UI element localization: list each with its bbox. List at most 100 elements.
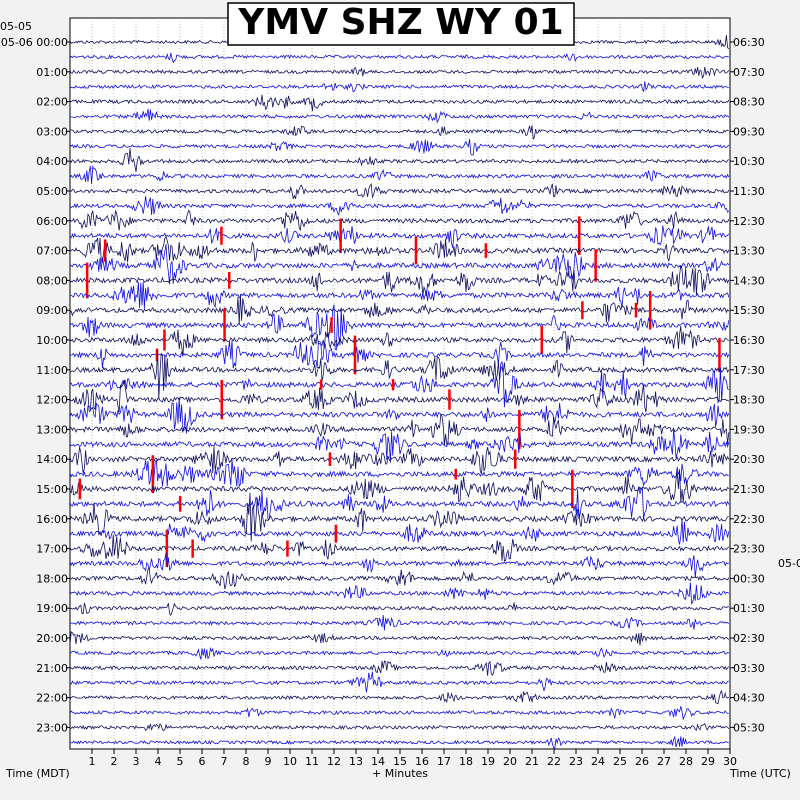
x-tick-label: 22 xyxy=(547,755,561,768)
seismogram-trace xyxy=(69,582,730,605)
clipped-signal xyxy=(151,455,155,493)
x-tick-label: 16 xyxy=(415,755,429,768)
clipped-signal xyxy=(353,335,357,375)
right-hour-label: 15:30 xyxy=(733,304,765,317)
clipped-signal xyxy=(339,218,342,253)
x-tick-label: 3 xyxy=(133,755,140,768)
seismogram-trace xyxy=(69,281,730,309)
right-hour-label: 14:30 xyxy=(733,274,765,287)
clipped-signal xyxy=(448,389,451,410)
seismogram-trace xyxy=(69,722,730,732)
clipped-signal xyxy=(191,539,194,558)
left-hour-label: 10:00 xyxy=(36,334,68,347)
clipped-signal xyxy=(594,249,597,282)
seismogram-trace xyxy=(69,138,730,156)
seismogram-trace xyxy=(69,706,729,721)
left-hour-label: 15:00 xyxy=(36,483,68,496)
clipped-signal xyxy=(718,337,721,372)
clipped-signal xyxy=(334,524,338,543)
seismogram-trace xyxy=(69,534,730,562)
left-hour-label: 14:00 xyxy=(36,453,68,466)
seismogram-trace xyxy=(69,735,729,750)
clipped-signal xyxy=(571,469,574,509)
left-hour-label: 04:00 xyxy=(36,155,68,168)
seismogram-trace xyxy=(69,614,730,631)
right-hour-labels: 06:30 07:30 08:30 09:30 10:30 11:30 12:30 13:30… xyxy=(730,36,765,734)
left-hour-labels: 05-06 00:00 01:00 02:00 03:00 04:00 05:00 06:0… xyxy=(1,36,70,734)
clipped-signal xyxy=(163,329,166,351)
seismogram-trace xyxy=(69,379,730,413)
left-axis-label: Time (MDT) xyxy=(5,767,70,780)
x-tick-label: 11 xyxy=(305,755,319,768)
left-hour-label: 12:00 xyxy=(36,394,68,407)
x-tick-label: 18 xyxy=(459,755,473,768)
x-tick-label: 25 xyxy=(613,755,627,768)
seismogram-trace xyxy=(70,236,730,264)
clipped-signal xyxy=(391,379,395,391)
seismogram-trace xyxy=(69,52,729,64)
seismogram-trace xyxy=(69,325,729,357)
right-hour-label: 19:30 xyxy=(733,423,765,436)
right-hour-label: 09:30 xyxy=(733,125,765,138)
left-hour-label: 23:00 xyxy=(36,721,68,734)
clipped-signal xyxy=(514,449,517,469)
clipped-signal xyxy=(85,262,89,299)
left-hour-label: 06:00 xyxy=(36,215,68,228)
clipped-signal xyxy=(165,530,169,567)
right-hour-label: 02:30 xyxy=(733,632,765,645)
clipped-signal xyxy=(581,301,584,320)
seismogram-trace xyxy=(69,631,730,646)
seismogram-trace xyxy=(69,429,730,463)
x-tick-label: 20 xyxy=(503,755,517,768)
right-hour-label: 11:30 xyxy=(733,185,765,198)
seismogram-trace xyxy=(70,108,730,124)
clipped-signal xyxy=(414,236,418,265)
right-hour-label: 12:30 xyxy=(733,215,765,228)
right-hour-label: 07:30 xyxy=(733,66,765,79)
seismogram-trace xyxy=(69,165,730,184)
x-tick-label: 15 xyxy=(393,755,407,768)
left-hour-label: 11:00 xyxy=(36,364,68,377)
x-tick-label: 7 xyxy=(221,755,228,768)
seismogram-trace xyxy=(69,94,730,112)
clipped-signal xyxy=(518,409,521,449)
right-hour-label: 05:30 xyxy=(733,721,765,734)
seismogram-trace xyxy=(69,148,729,172)
x-tick-label: 1 xyxy=(89,755,96,768)
right-hour-label: 23:30 xyxy=(733,543,765,556)
clipped-signal xyxy=(648,291,652,330)
x-tick-label: 13 xyxy=(349,755,363,768)
left-hour-label: 07:00 xyxy=(36,245,68,258)
seismogram-trace xyxy=(69,196,730,216)
x-tick-label: 28 xyxy=(679,755,693,768)
left-hour-label: 09:00 xyxy=(36,304,68,317)
seismogram-trace xyxy=(69,602,729,617)
right-date-mid: 05-0 xyxy=(778,557,800,570)
right-hour-label: 20:30 xyxy=(733,453,765,466)
x-tick-label: 23 xyxy=(569,755,583,768)
x-tick-label: 17 xyxy=(437,755,451,768)
right-hour-label: 04:30 xyxy=(733,692,765,705)
x-axis-label: + Minutes xyxy=(372,767,428,780)
seismogram-trace xyxy=(69,660,730,676)
seismogram-trace xyxy=(69,225,730,249)
seismogram-trace xyxy=(69,125,729,140)
seismogram-trace xyxy=(69,446,730,474)
clipped-signal xyxy=(454,468,457,480)
right-hour-label: 22:30 xyxy=(733,513,765,526)
title-box xyxy=(227,2,575,46)
x-tick-label: 21 xyxy=(525,755,539,768)
left-hour-label: 01:00 xyxy=(36,66,68,79)
x-tick-label: 12 xyxy=(327,755,341,768)
x-tick-label: 27 xyxy=(657,755,671,768)
x-axis-ticks: 1 2 3 4 5 6 7 8 9 10 11 12 13 14 15 16 17 18 19 20 21 22 23 24 2… xyxy=(89,749,737,768)
left-hour-label: 02:00 xyxy=(36,96,68,109)
right-hour-label: 01:30 xyxy=(733,602,765,615)
right-axis-label: Time (UTC) xyxy=(729,767,791,780)
clipped-signal xyxy=(223,308,226,342)
x-tick-label: 30 xyxy=(723,755,737,768)
right-hour-label: 18:30 xyxy=(733,394,765,407)
right-hour-label: 13:30 xyxy=(733,245,765,258)
clipped-signal xyxy=(328,452,332,466)
